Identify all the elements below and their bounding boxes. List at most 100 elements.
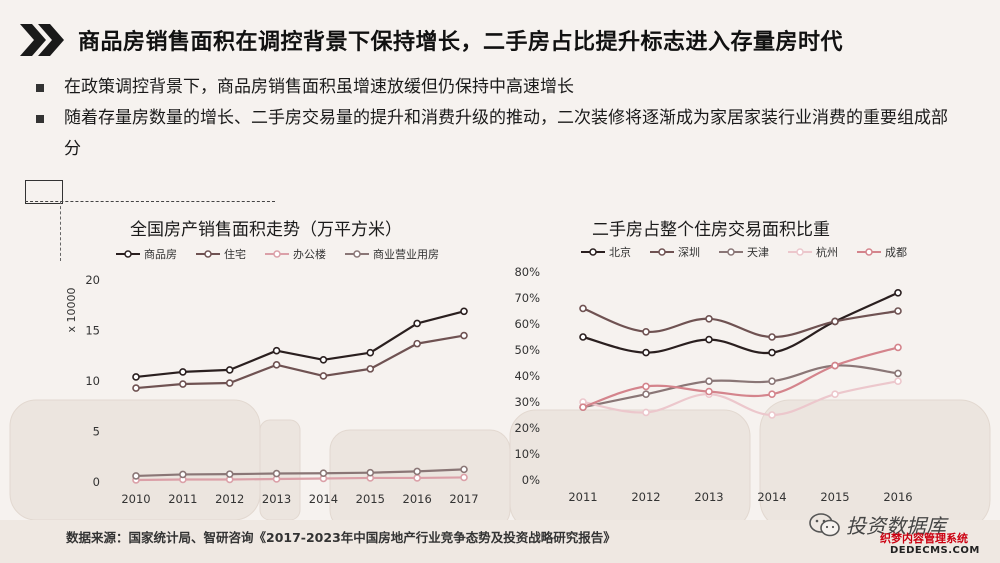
data-point: [366, 365, 375, 373]
legend-item: 商品房: [115, 246, 177, 262]
data-point: [272, 361, 281, 369]
data-point: [705, 314, 713, 323]
decorative-dashed-line: [25, 201, 275, 202]
legend-label: 办公楼: [293, 248, 326, 261]
data-point: [894, 307, 902, 315]
data-point: [132, 472, 140, 480]
data-point: [768, 377, 776, 386]
data-point: [132, 384, 140, 392]
data-source-note: 数据来源：国家统计局、智研咨询《2017-2023年中国房地产行业竞争态势及投资…: [66, 530, 616, 545]
y-tick-label: 70%: [514, 291, 540, 305]
x-tick-label: 2013: [694, 490, 723, 504]
x-tick-label: 2013: [262, 492, 291, 506]
data-point: [894, 369, 902, 378]
y-tick-label: 0: [93, 475, 100, 489]
data-point: [831, 317, 839, 326]
series-line: [135, 334, 465, 390]
series-line: [135, 310, 465, 379]
legend-item: 成都: [856, 244, 907, 260]
legend-label: 杭州: [816, 246, 838, 259]
x-tick-label: 2016: [403, 492, 432, 506]
watermark-subtext: 织梦内容管理系统: [880, 532, 968, 545]
x-tick-label: 2015: [820, 490, 849, 504]
y-tick-label: 10: [85, 374, 100, 388]
x-tick-label: 2011: [568, 490, 597, 504]
data-point: [413, 467, 421, 476]
x-tick-label: 2016: [883, 490, 912, 504]
watermark-domain: DEDECMS.COM: [890, 545, 980, 556]
legend-line-marker-icon: [857, 248, 881, 256]
y-tick-label: 20: [85, 273, 100, 287]
legend-label: 住宅: [224, 248, 246, 261]
data-point: [132, 373, 140, 381]
legend-line-marker-icon: [345, 250, 369, 258]
legend-label: 商业营业用房: [373, 248, 439, 261]
chart2-title: 二手房占整个住房交易面积比重: [592, 220, 830, 240]
x-tick-label: 2014: [309, 492, 338, 506]
legend-item: 北京: [580, 244, 631, 260]
data-point: [413, 319, 421, 328]
y-axis-label: x 10000: [65, 287, 78, 332]
legend-item: 商业营业用房: [344, 246, 439, 262]
data-point: [179, 470, 187, 479]
legend-line-marker-icon: [116, 250, 140, 258]
data-point: [831, 390, 839, 399]
y-tick-label: 80%: [514, 265, 540, 279]
data-point: [705, 377, 713, 386]
y-tick-label: 10%: [514, 447, 540, 461]
data-point: [460, 331, 468, 340]
data-point: [894, 343, 902, 352]
series-line: [582, 307, 899, 339]
y-tick-label: 20%: [514, 421, 540, 435]
series-line: [582, 291, 899, 355]
data-point: [579, 304, 587, 313]
data-point: [366, 348, 375, 357]
y-tick-label: 40%: [514, 369, 540, 383]
bullet-text: 在政策调控背景下，商品房销售面积虽增速放缓但仍保持中高速增长: [64, 77, 574, 97]
y-tick-label: 15: [85, 324, 100, 338]
square-bullet-icon: [36, 115, 44, 123]
y-tick-label: 50%: [514, 343, 540, 357]
square-bullet-icon: [36, 84, 44, 92]
legend-label: 成都: [885, 246, 907, 259]
wechat-icon: [809, 512, 840, 536]
legend-item: 天津: [718, 244, 769, 260]
legend-line-marker-icon: [788, 248, 812, 256]
double-chevron-icon: [20, 24, 64, 56]
x-tick-label: 2014: [757, 490, 786, 504]
bullet-list: 在政策调控背景下，商品房销售面积虽增速放缓但仍保持中高速增长 随着存量房数量的增…: [30, 72, 950, 165]
data-point: [272, 469, 281, 478]
x-tick-label: 2010: [121, 492, 150, 506]
page-title: 商品房销售面积在调控背景下保持增长，二手房占比提升标志进入存量房时代: [78, 30, 844, 55]
data-point: [460, 465, 468, 474]
legend-label: 深圳: [678, 246, 700, 259]
data-point: [366, 468, 375, 477]
data-point: [768, 390, 776, 399]
data-point: [319, 469, 328, 478]
data-point: [831, 361, 839, 370]
legend-label: 天津: [747, 246, 769, 259]
series-line: [135, 476, 465, 482]
data-point: [705, 335, 713, 344]
legend-item: 深圳: [649, 244, 700, 260]
x-tick-label: 2015: [356, 492, 385, 506]
legend-line-marker-icon: [265, 250, 289, 258]
legend-line-marker-icon: [581, 248, 605, 256]
legend-item: 办公楼: [264, 246, 326, 262]
chart1-title: 全国房产销售面积走势（万平方米）: [130, 220, 402, 240]
data-point: [642, 382, 650, 391]
data-point: [768, 411, 776, 419]
y-tick-label: 30%: [514, 395, 540, 409]
bullet-item: 随着存量房数量的增长、二手房交易量的提升和消费升级的推动，二次装修将逐渐成为家居…: [30, 103, 950, 165]
bullet-text: 随着存量房数量的增长、二手房交易量的提升和消费升级的推动，二次装修将逐渐成为家居…: [64, 108, 948, 159]
data-point: [768, 348, 776, 357]
legend-label: 北京: [609, 246, 631, 259]
series-line: [135, 468, 465, 478]
data-point: [579, 333, 587, 341]
data-point: [225, 366, 234, 374]
data-point: [705, 387, 713, 396]
y-tick-label: 5: [93, 425, 100, 439]
x-tick-label: 2017: [449, 492, 478, 506]
series-line: [582, 364, 899, 409]
